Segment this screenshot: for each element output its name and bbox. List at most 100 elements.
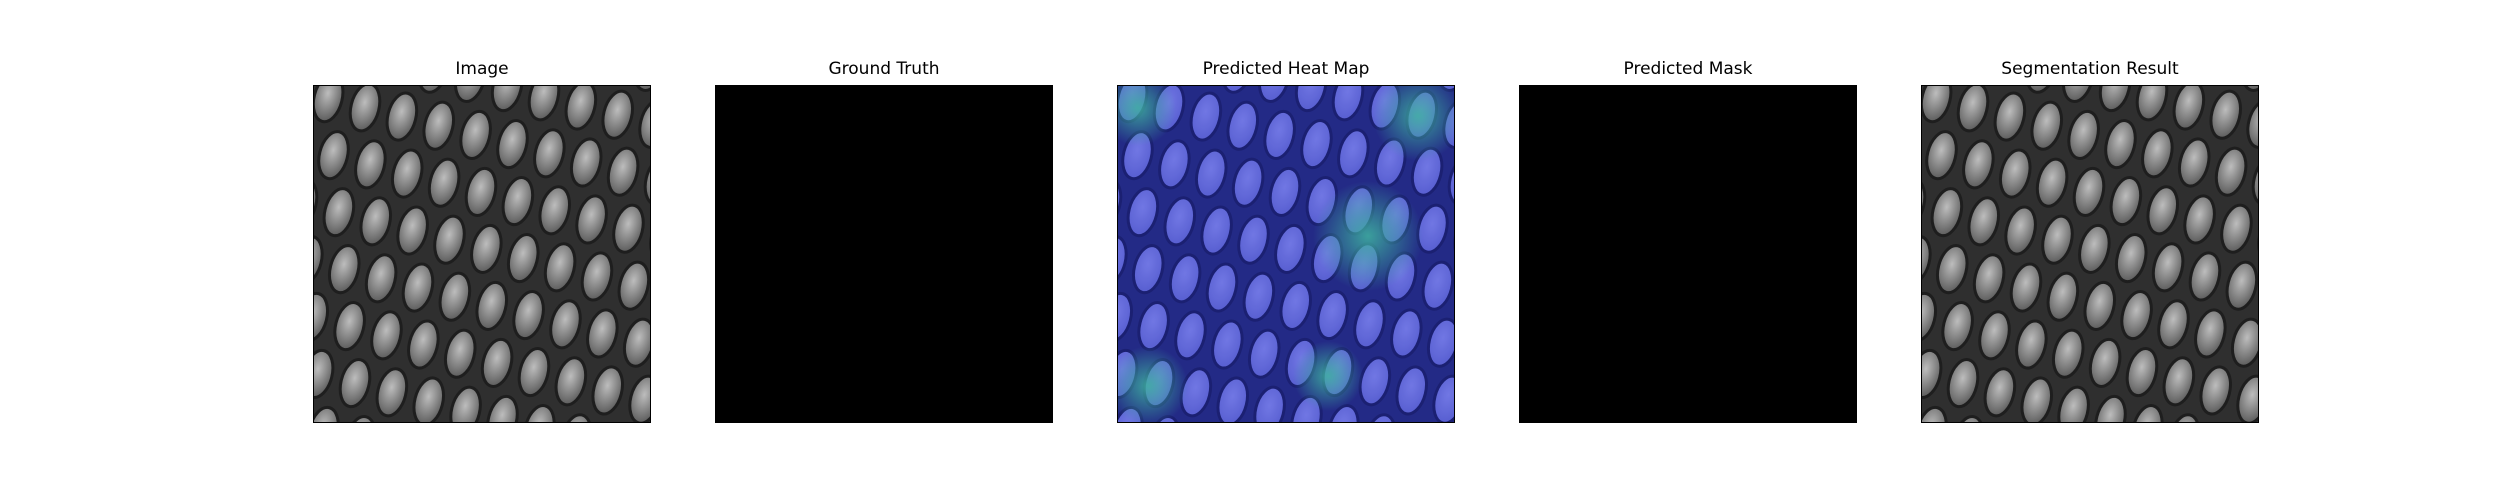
texture-cell xyxy=(2072,166,2106,217)
texture-cell xyxy=(2151,242,2185,293)
panel-canvas xyxy=(1118,86,1454,422)
predicted-heat-map xyxy=(1117,85,1455,423)
texture-cell xyxy=(1993,91,2027,142)
texture-cell xyxy=(1998,148,2032,199)
texture-cell xyxy=(417,86,450,94)
texture-cell xyxy=(1174,310,1207,361)
texture-cell xyxy=(1327,404,1360,422)
texture-cell xyxy=(1967,196,2001,247)
texture-cell xyxy=(2214,146,2248,197)
texture-cell xyxy=(1930,187,1964,238)
texture-cell xyxy=(533,128,566,179)
texture-cell xyxy=(638,98,650,149)
texture-cell xyxy=(327,244,361,295)
texture-cell xyxy=(1216,376,1250,422)
texture-cell xyxy=(2183,194,2216,245)
texture-cell xyxy=(2194,308,2227,359)
panel-segmentation-result: Segmentation Result xyxy=(1921,55,2259,423)
texture-cell xyxy=(564,86,598,131)
texture-cell xyxy=(496,119,529,170)
texture-cell xyxy=(1337,128,1370,179)
texture-cell xyxy=(2230,317,2258,368)
texture-cell xyxy=(617,260,650,311)
panel-title: Ground Truth xyxy=(828,59,940,79)
texture-cell xyxy=(2067,109,2100,160)
texture-cell xyxy=(422,100,456,151)
texture-cell xyxy=(2167,413,2201,422)
texture-cell xyxy=(2061,86,2095,103)
texture-cell xyxy=(1922,405,1948,422)
texture-cell xyxy=(314,405,340,422)
texture-cell xyxy=(338,358,372,409)
texture-cell xyxy=(486,394,519,422)
texture-cell xyxy=(1353,299,1386,350)
texture-cell xyxy=(1200,205,1233,256)
texture-cell xyxy=(2131,404,2164,422)
texture-cell xyxy=(1242,271,1276,322)
texture-cell xyxy=(1972,253,2006,304)
texture-cell xyxy=(2177,137,2211,188)
texture-cell xyxy=(370,310,403,361)
ground-truth-mask xyxy=(715,85,1053,423)
texture-cell xyxy=(1922,234,1932,285)
texture-cell xyxy=(1221,86,1254,94)
texture-cell xyxy=(412,376,446,422)
texture-cell xyxy=(1237,214,1270,265)
texture-cell xyxy=(317,130,350,181)
panel-canvas xyxy=(314,86,650,422)
texture-cell xyxy=(1941,301,1974,352)
texture-cell xyxy=(464,166,498,217)
texture-cell xyxy=(2057,385,2090,422)
texture-cell xyxy=(1300,119,1333,170)
texture-cell xyxy=(2104,119,2137,170)
texture-cell xyxy=(2035,157,2069,208)
texture-cell xyxy=(2188,251,2222,302)
texture-cell xyxy=(1168,253,1202,304)
texture-cell xyxy=(407,319,440,370)
texture-cell xyxy=(401,262,435,313)
texture-cell xyxy=(512,290,545,341)
texture-cell xyxy=(359,196,393,247)
predicted-mask xyxy=(1519,85,1857,423)
texture-cell xyxy=(1211,319,1244,370)
texture-cell xyxy=(1231,157,1265,208)
texture-cell xyxy=(1922,177,1927,228)
texture-cell xyxy=(354,139,387,190)
texture-cell xyxy=(538,185,572,236)
panel-title: Segmentation Result xyxy=(2001,59,2179,79)
texture-cell xyxy=(1268,166,1302,217)
texture-cell xyxy=(2251,155,2258,206)
texture-cell xyxy=(1447,155,1454,206)
texture-cell xyxy=(1226,100,1260,151)
texture-cell xyxy=(1158,139,1191,190)
texture-cell xyxy=(622,317,650,368)
texture-cell xyxy=(559,413,593,422)
texture-cell xyxy=(601,89,635,140)
texture-cell xyxy=(443,328,477,379)
texture-cell xyxy=(1363,413,1397,422)
texture-cell xyxy=(554,356,588,407)
texture-cell xyxy=(333,301,366,352)
texture-cell xyxy=(1922,86,1953,124)
texture-cell xyxy=(591,365,624,416)
texture-cell xyxy=(2240,86,2258,92)
texture-cell xyxy=(2025,86,2058,94)
texture-cell xyxy=(2141,128,2174,179)
texture-cell xyxy=(2046,271,2080,322)
texture-cell xyxy=(344,415,377,422)
texture-cell xyxy=(643,155,650,206)
texture-cell xyxy=(2236,374,2258,422)
texture-cell xyxy=(2078,223,2111,274)
texture-cell xyxy=(2225,260,2258,311)
texture-cell xyxy=(1395,365,1428,416)
texture-cell xyxy=(2157,299,2190,350)
texture-cell xyxy=(314,234,324,285)
texture-cell xyxy=(2246,98,2258,149)
texture-cell xyxy=(314,348,335,399)
texture-cell xyxy=(1118,234,1128,285)
texture-cell xyxy=(2098,86,2132,113)
texture-cell xyxy=(385,91,419,142)
texture-cell xyxy=(314,177,319,228)
texture-cell xyxy=(2109,176,2143,227)
texture-cell xyxy=(2020,376,2054,422)
